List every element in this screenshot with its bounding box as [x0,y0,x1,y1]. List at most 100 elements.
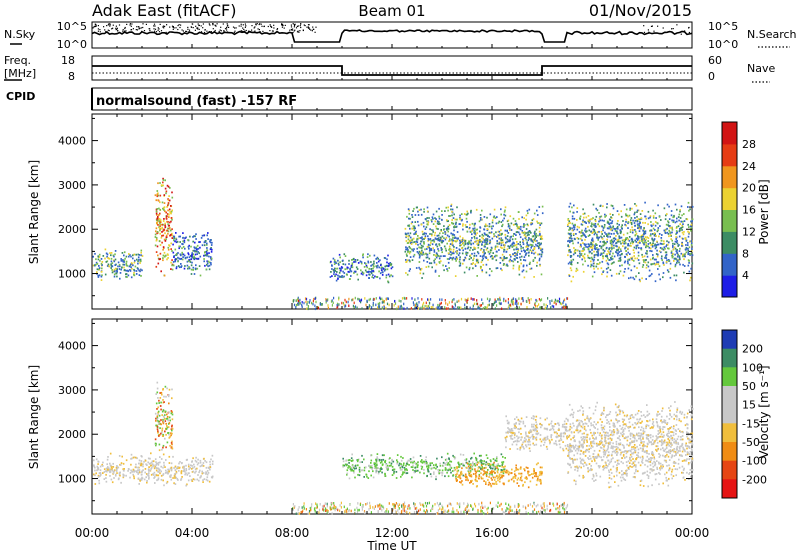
echo-cell [505,241,507,244]
echo-cell [666,240,668,243]
echo-cell [633,246,636,249]
echo-cell [682,233,685,236]
echo-cell [428,238,430,241]
echo-cell [554,300,556,304]
echo-cell [489,463,492,466]
echo-cell [107,257,109,259]
nsky-dot [208,23,210,25]
nsky-dot [178,24,180,26]
echo-cell [430,247,432,250]
echo-cell [353,301,355,305]
echo-cell [183,239,186,242]
echo-cell [563,299,565,303]
echo-cell [199,459,202,462]
echo-cell [464,239,467,242]
echo-cell [168,213,170,216]
echo-cell [415,470,418,472]
echo-cell [476,461,479,464]
echo-cell [576,225,579,228]
echo-cell [348,459,351,461]
echo-cell [651,273,653,275]
echo-cell [166,480,169,483]
echo-cell [495,250,498,253]
echo-cell [162,415,165,418]
echo-cell [444,469,447,471]
echo-cell [501,465,503,468]
nsky-dot [226,23,228,25]
echo-cell [446,228,448,231]
echo-cell [484,463,487,466]
echo-cell [421,249,423,252]
echo-cell [601,273,603,276]
echo-cell [507,219,510,222]
echo-cell [597,237,600,240]
echo-cell [423,468,425,471]
echo-cell [519,479,522,481]
echo-cell [408,209,410,212]
echo-cell [636,267,638,269]
echo-cell [405,462,408,465]
echo-cell [153,474,155,476]
echo-cell [435,263,438,266]
echo-cell [123,266,125,269]
echo-cell [506,471,508,474]
echo-cell [533,246,536,249]
nsky-dot [185,30,187,32]
echo-cell [620,242,622,245]
echo-cell [418,301,420,304]
echo-cell [157,182,159,185]
nsky-dot [202,23,204,25]
echo-cell [445,249,447,252]
echo-cell [160,474,163,477]
echo-cell [629,207,631,210]
echo-cell [157,461,160,464]
echo-cell [536,220,538,223]
echo-cell [405,253,408,256]
echo-cell [485,461,488,463]
echo-cell [164,240,167,242]
echo-cell [405,261,407,263]
echo-cell [627,238,629,241]
echo-cell [482,257,484,260]
echo-cell [170,242,172,245]
echo-cell [195,250,198,253]
echo-cell [163,395,165,398]
nsky-dot [198,28,200,30]
echo-cell [435,475,437,478]
echo-cell [189,466,191,469]
echo-cell [522,483,524,486]
echo-cell [510,255,512,258]
echo-cell [488,474,491,477]
echo-cell [162,229,165,232]
echo-cell [97,463,99,465]
nsky-dot [294,24,296,27]
echo-cell [118,455,121,457]
echo-cell [471,252,473,255]
echo-cell [630,245,632,247]
freq-tick-top: 18 [61,54,75,67]
echo-cell [631,259,634,261]
echo-cell [599,216,601,218]
echo-cell [170,410,173,412]
echo-cell [211,475,214,478]
echo-cell [125,273,128,275]
echo-cell [376,266,378,269]
echo-cell [678,257,681,259]
echo-cell [652,216,655,219]
echo-cell [166,416,169,418]
nsky-dot [94,23,96,25]
echo-cell [209,248,212,251]
echo-cell [684,238,687,240]
echo-cell [166,471,169,474]
echo-cell [671,231,673,234]
echo-cell [574,248,577,251]
echo-cell [567,262,570,265]
echo-cell [581,239,583,242]
echo-cell [649,229,651,232]
echo-cell [207,472,210,474]
echo-cell [691,247,693,250]
echo-cell [444,233,447,235]
echo-cell [592,228,595,231]
echo-cell [120,268,122,271]
echo-cell [514,258,516,261]
